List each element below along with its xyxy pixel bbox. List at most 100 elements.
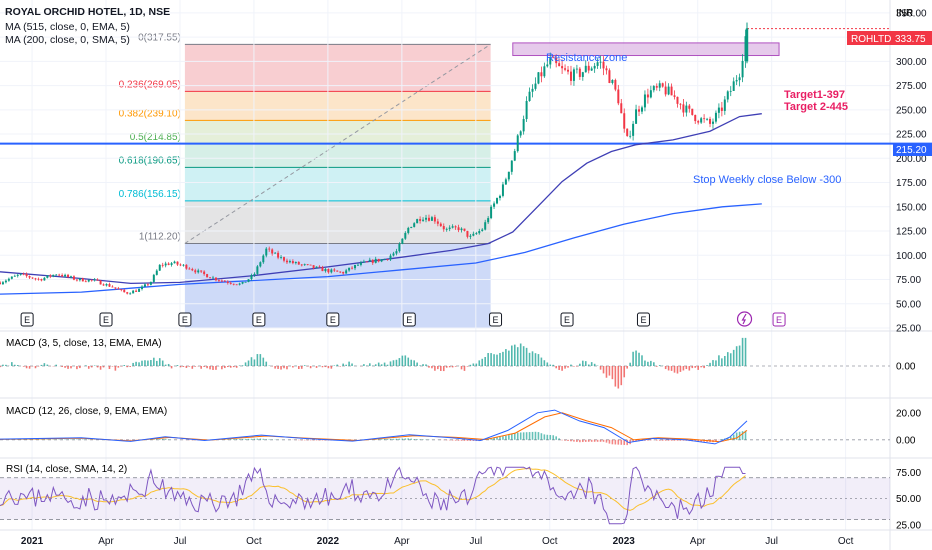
- macd-slow-hist-bar: [324, 439, 327, 441]
- candle-body: [632, 123, 635, 136]
- macd-fast-bar: [676, 366, 679, 374]
- macd-fast-bar: [129, 366, 131, 367]
- candle-body: [170, 263, 173, 265]
- macd-slow-hist-bar: [386, 438, 389, 440]
- macd-slow-hist-bar: [315, 439, 318, 441]
- candle-body: [617, 89, 620, 104]
- candle-body: [99, 280, 102, 285]
- macd-fast-bar: [247, 360, 250, 366]
- macd-fast-bar: [422, 364, 424, 366]
- macd-fast-bar: [522, 346, 525, 366]
- resistance-zone-box: [512, 42, 780, 57]
- macd-slow-hist-bar: [576, 439, 578, 442]
- macd-fast-bar: [96, 366, 99, 368]
- candle-body: [572, 69, 575, 81]
- macd-fast-bar: [561, 366, 563, 371]
- earnings-marker-2: [178, 312, 192, 327]
- macd-fast-bar: [164, 364, 167, 366]
- macd-fast-bar: [478, 360, 481, 366]
- macd-slow-hist-bar: [590, 439, 593, 442]
- macd-fast-bar: [34, 366, 37, 369]
- macd-slow-hist-bar: [564, 439, 566, 441]
- rsi-pane[interactable]: [0, 466, 890, 525]
- macd-slow-hist-bar: [401, 438, 404, 440]
- macd-fast-bar: [667, 366, 670, 371]
- candle-body: [649, 90, 652, 98]
- candle-body: [543, 66, 546, 77]
- macd-slow-hist-bar: [244, 438, 247, 440]
- macd-fast-bar: [401, 355, 404, 366]
- macd-fast-bar: [292, 366, 294, 368]
- candle-body: [374, 258, 377, 263]
- macd-fast-bar: [555, 366, 557, 369]
- fib-zone-4: [184, 167, 491, 201]
- macd-fast-bar: [617, 366, 620, 389]
- macd-fast-bar: [573, 366, 575, 367]
- candle-body: [398, 244, 401, 252]
- candle-body: [146, 284, 149, 286]
- fib-label-6: 1(112.20): [139, 231, 181, 242]
- macd-slow-hist-bar: [383, 439, 386, 440]
- price-axis[interactable]: 25.00 50.00 75.00 100.00 125.00 150.00 175.00 2…: [896, 8, 927, 531]
- macd-fast-bar: [274, 366, 276, 369]
- macd-slow-hist-bar: [697, 439, 699, 442]
- macd-fast-bar: [537, 354, 540, 366]
- macd-slow-hist-bar: [516, 432, 519, 440]
- candle-body: [685, 105, 688, 113]
- time-axis[interactable]: 2021 Apr Jul Oct 2022 Apr Jul Oct 2023 Apr Jul Oct: [21, 536, 854, 547]
- candle-body: [519, 131, 522, 136]
- candle-body: [626, 128, 629, 136]
- candle-body: [427, 217, 430, 221]
- candle-body: [569, 71, 572, 81]
- candle-body: [342, 271, 345, 274]
- macd-fast-bar: [46, 364, 49, 366]
- candle-body: [522, 119, 525, 132]
- macd-slow-hist-bar: [519, 432, 522, 440]
- candle-body: [578, 68, 581, 77]
- candle-body: [28, 276, 31, 278]
- macd-slow-hist-bar: [472, 439, 475, 441]
- candle-body: [735, 80, 738, 82]
- macd-fast-bar: [582, 360, 584, 366]
- macd-fast-bar: [283, 366, 285, 369]
- candle-body: [179, 264, 182, 266]
- candle-body: [253, 273, 256, 276]
- macd-slow-hist-bar: [620, 439, 623, 445]
- macd-fast-bar: [300, 366, 303, 369]
- macd-fast-bar: [398, 358, 401, 366]
- macd-fast-bar: [342, 363, 344, 366]
- candle-body: [498, 195, 501, 199]
- candle-body: [484, 222, 487, 230]
- macd-slow-pane[interactable]: [0, 409, 890, 446]
- fibonacci-retracement[interactable]: 0(317.55) 0.236(269.05) 0.382(239.10) 0.5(2…: [119, 32, 491, 328]
- macd-fast-bar: [28, 366, 31, 369]
- macd-slow-hist-bar: [247, 438, 250, 440]
- macd-fast-pane[interactable]: [0, 337, 890, 389]
- macd-slow-hist-bar: [496, 437, 498, 440]
- candle-body: [478, 231, 481, 234]
- price-tick-6: 175.00: [896, 178, 927, 189]
- candle-body: [348, 267, 351, 271]
- candle-body: [123, 289, 126, 293]
- candle-body: [339, 271, 342, 273]
- macd-fast-bar: [732, 349, 735, 366]
- candle-body: [558, 63, 561, 67]
- macd-fast-bar: [614, 366, 617, 387]
- candle-body: [433, 217, 436, 222]
- macd-fast-bar: [445, 366, 448, 368]
- candle-body: [682, 104, 685, 113]
- macd-fast-bar: [703, 366, 705, 369]
- ma515-line: [0, 113, 762, 285]
- macd-fast-bar: [599, 366, 602, 370]
- macd-fast-bar: [298, 366, 300, 370]
- candle-body: [638, 109, 641, 112]
- price-tick-4: 125.00: [896, 227, 927, 238]
- macd-slow-hist-bar: [608, 439, 611, 444]
- macd-fast-bar: [697, 366, 699, 370]
- macd-slow-hist-bar: [469, 439, 472, 441]
- candle-body: [244, 281, 247, 283]
- candle-body: [475, 233, 478, 234]
- candle-body: [220, 280, 223, 282]
